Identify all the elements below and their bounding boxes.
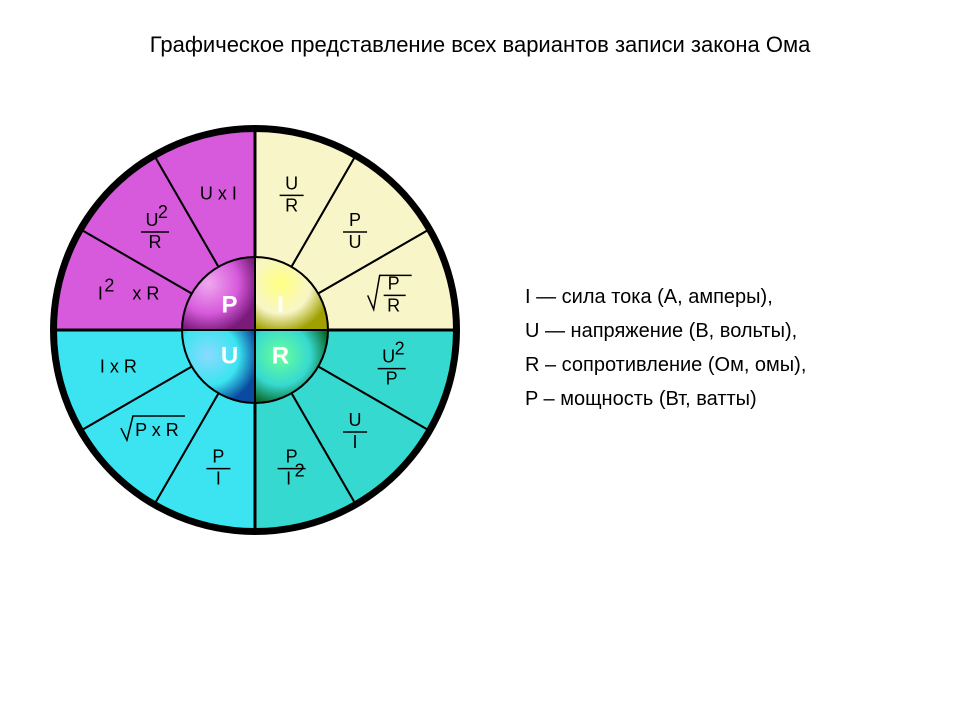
svg-text:R: R <box>387 295 400 315</box>
svg-text:U: U <box>285 173 298 193</box>
svg-text:R: R <box>285 195 298 215</box>
svg-text:P: P <box>349 210 361 230</box>
center-letter-U: U <box>221 342 238 369</box>
svg-text:U x I: U x I <box>200 183 237 203</box>
page-title: Графическое представление всех вариантов… <box>0 32 960 58</box>
legend-R: R – сопротивление (Ом, омы), <box>525 348 806 382</box>
svg-text:P: P <box>388 273 400 293</box>
svg-text:I: I <box>286 469 291 489</box>
svg-text:I x R: I x R <box>100 357 137 377</box>
svg-text:U: U <box>145 210 158 230</box>
svg-text:R: R <box>148 232 161 252</box>
center-letter-R: R <box>272 342 289 369</box>
svg-text:P x R: P x R <box>135 420 179 440</box>
formula: U x I <box>200 183 237 203</box>
formula: I x R <box>100 357 137 377</box>
legend-P: P – мощность (Вт, ватты) <box>525 382 806 416</box>
center-letter-P: P <box>222 292 238 319</box>
svg-text:P: P <box>212 447 224 467</box>
legend-I: I — сила тока (А, амперы), <box>525 280 806 314</box>
svg-text:2: 2 <box>295 461 305 481</box>
svg-text:I: I <box>353 432 358 452</box>
svg-text:2: 2 <box>104 275 114 295</box>
svg-text:x R: x R <box>132 283 159 303</box>
svg-text:I: I <box>216 469 221 489</box>
svg-text:I: I <box>98 283 103 303</box>
svg-text:U: U <box>349 232 362 252</box>
svg-text:2: 2 <box>158 202 168 222</box>
svg-text:U: U <box>349 410 362 430</box>
svg-text:2: 2 <box>395 339 405 359</box>
svg-text:P: P <box>386 369 398 389</box>
ohm-wheel: PIRUI2x RU2RU x IURPUPRU2PUIPI2PIP x RI … <box>45 120 465 540</box>
center-letter-I: I <box>277 292 284 319</box>
legend: I — сила тока (А, амперы), U — напряжени… <box>525 280 806 416</box>
legend-U: U — напряжение (В, вольты), <box>525 314 806 348</box>
svg-text:U: U <box>382 347 395 367</box>
